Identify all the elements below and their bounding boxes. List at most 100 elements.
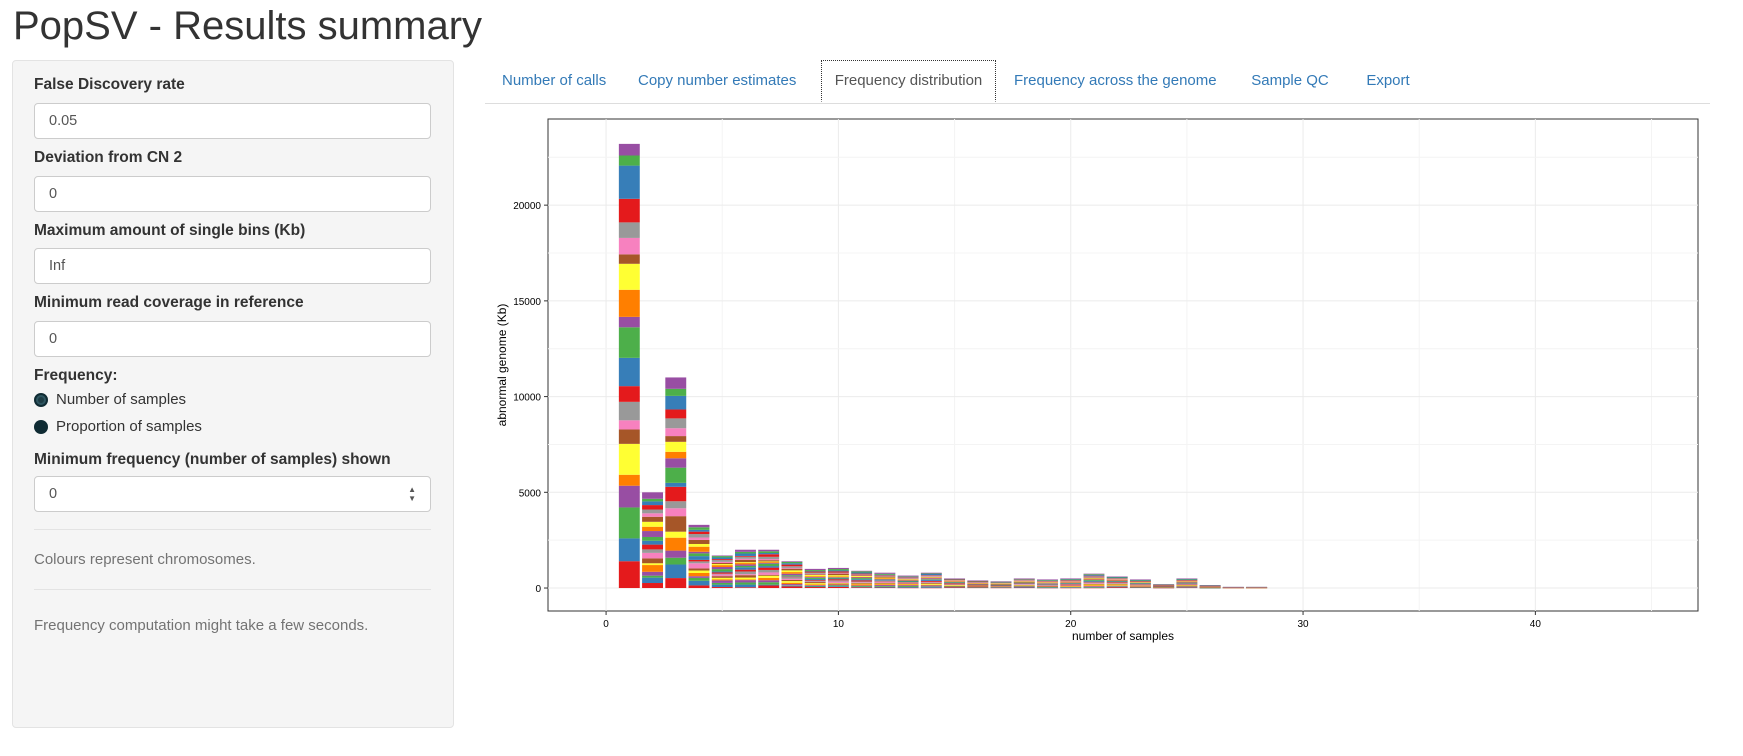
bar-segment [967, 586, 989, 587]
y-tick-label: 20000 [513, 201, 541, 212]
bar-segment [735, 582, 756, 585]
bar-segment [1060, 581, 1082, 583]
bar-segment [1013, 586, 1035, 588]
sidebar-panel: False Discovery rate 0.05 Deviation from… [12, 60, 454, 728]
bar-segment [827, 585, 849, 587]
bar-segment [804, 575, 826, 577]
bar-segment [1037, 580, 1058, 581]
bar-segment [1176, 579, 1198, 580]
bar-segment [1106, 583, 1128, 584]
bar-segment [781, 568, 803, 571]
bar-segment [642, 498, 663, 502]
bar-segment [920, 582, 942, 583]
bar-segment [851, 575, 873, 577]
bar-segment [1037, 579, 1058, 581]
bar-segment [642, 577, 663, 584]
bar-segment [1083, 574, 1105, 575]
bar-segment [688, 585, 710, 589]
min-coverage-input[interactable]: 0 [34, 321, 431, 357]
bar-segment [688, 524, 710, 528]
bar-segment [758, 566, 780, 568]
bar-segment [1129, 587, 1151, 589]
bar-segment [1060, 587, 1082, 589]
bar-segment [665, 508, 687, 517]
bar-segment [618, 143, 640, 156]
y-tick-label: 15000 [513, 297, 541, 308]
bar-segment [781, 575, 803, 577]
bar-segment [735, 575, 756, 578]
tab-export[interactable]: Export [1366, 72, 1410, 89]
max-single-bins-label: Maximum amount of single bins (Kb) [34, 222, 306, 239]
bar-segment [781, 585, 803, 586]
bar-segment [827, 586, 849, 587]
min-frequency-label: Minimum frequency (number of samples) sh… [34, 451, 391, 468]
min-frequency-input[interactable]: 0 ▲ ▼ [34, 476, 431, 512]
bar-segment [827, 582, 849, 584]
bar-segment [874, 578, 896, 580]
bar-segment [1060, 586, 1082, 587]
bar-segment [897, 575, 919, 577]
frequency-label: Frequency: [34, 367, 118, 384]
bar-segment [920, 579, 942, 580]
bar-segment [1176, 587, 1198, 588]
tab-frequency-distribution[interactable]: Frequency distribution [821, 60, 996, 102]
bar-segment [781, 561, 803, 562]
bar-segment [827, 579, 849, 581]
bar-segment [1176, 581, 1198, 583]
bar-segment [851, 574, 873, 575]
bar-segment [967, 587, 989, 588]
spinner-arrows-icon[interactable]: ▲ ▼ [408, 485, 416, 503]
tab-number-of-calls[interactable]: Number of calls [502, 72, 607, 89]
bar-segment [1037, 586, 1058, 588]
bar-segment [990, 586, 1012, 588]
bar-segment [990, 587, 1012, 589]
bar-segment [851, 575, 873, 576]
bar-segment [944, 587, 966, 589]
bar-segment [1176, 585, 1198, 587]
bar-segment [827, 581, 849, 583]
radio-number-of-samples[interactable]: Number of samples [34, 391, 186, 408]
bar-segment [642, 516, 663, 522]
bar-segment [967, 583, 989, 584]
cn-deviation-input[interactable]: 0 [34, 176, 431, 212]
tab-frequency-across-genome[interactable]: Frequency across the genome [1014, 72, 1217, 89]
fdr-input[interactable]: 0.05 [34, 103, 431, 139]
bar-segment [735, 563, 756, 565]
y-tick-label: 10000 [513, 393, 541, 404]
bar-segment [1176, 583, 1198, 585]
radio-unchecked-icon[interactable] [34, 419, 48, 434]
bar-segment [990, 583, 1012, 585]
bar-segment [874, 586, 896, 587]
radio-checked-icon[interactable] [34, 392, 48, 407]
max-single-bins-input[interactable]: Inf [34, 248, 431, 284]
bar-segment [804, 577, 826, 578]
bar-segment [688, 527, 710, 530]
bar-segment [827, 577, 849, 579]
bar-segment [897, 585, 919, 587]
bar-segment [1176, 585, 1198, 586]
bar-segment [711, 582, 733, 585]
bar-segment [642, 544, 663, 550]
bar-segment [944, 583, 966, 585]
bar-segment [688, 551, 710, 554]
bar-segment [665, 428, 687, 437]
bar-segment [1013, 585, 1035, 586]
bar-segment [642, 565, 663, 572]
bar-segment [990, 581, 1012, 582]
x-tick-label: 40 [1530, 619, 1542, 630]
bar-segment [1083, 579, 1105, 580]
bar-segment [711, 555, 733, 557]
bar-segment [804, 571, 826, 573]
tab-copy-number-estimates[interactable]: Copy number estimates [638, 72, 797, 89]
bar-segment [1153, 586, 1175, 587]
bar-segment [804, 587, 826, 589]
bar-segment [711, 584, 733, 588]
tab-sample-qc[interactable]: Sample QC [1251, 72, 1329, 89]
radio-proportion-of-samples[interactable]: Proportion of samples [34, 418, 202, 435]
bar-segment [1129, 586, 1151, 587]
bar-segment [642, 563, 663, 566]
bar-segment [967, 580, 989, 581]
bar-segment [711, 560, 733, 562]
bar-segment [1176, 578, 1198, 579]
bar-segment [688, 553, 710, 557]
